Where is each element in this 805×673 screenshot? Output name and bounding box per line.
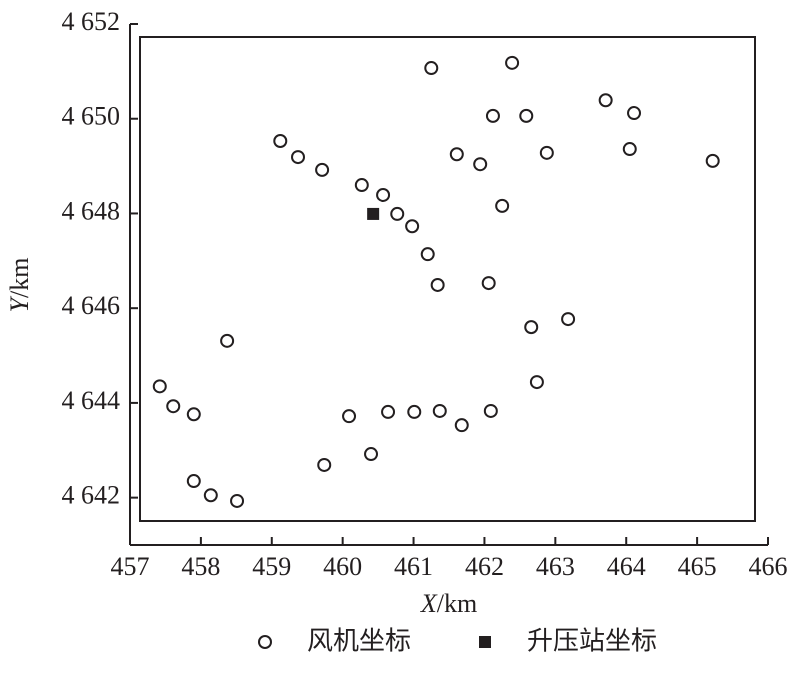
y-tick-label: 4 644 <box>62 386 121 415</box>
point <box>230 493 245 508</box>
y-tick-label: 4 650 <box>62 102 121 131</box>
y-tick-label: 4 652 <box>62 7 121 36</box>
point <box>430 277 445 292</box>
x-axis-label-var: X <box>420 589 438 618</box>
y-tick-label: 4 642 <box>62 481 121 510</box>
y-tick-label: 4 646 <box>62 291 121 320</box>
legend-marker <box>479 636 491 648</box>
point <box>449 147 464 162</box>
point <box>405 219 420 234</box>
point <box>561 312 576 327</box>
point <box>166 399 181 414</box>
x-tick-label: 464 <box>607 552 646 581</box>
legend-label: 风机坐标 <box>307 627 411 657</box>
point <box>220 333 235 348</box>
point <box>152 379 167 394</box>
x-tick-label: 463 <box>536 552 575 581</box>
y-tick-label: 4 648 <box>62 196 121 225</box>
point <box>454 418 469 433</box>
point <box>505 55 520 70</box>
point <box>481 276 496 291</box>
point <box>367 207 380 220</box>
point <box>519 108 534 123</box>
point <box>483 403 498 418</box>
point <box>539 145 554 160</box>
x-tick-label: 462 <box>465 552 504 581</box>
point <box>622 142 637 157</box>
point <box>390 206 405 221</box>
point <box>273 133 288 148</box>
point <box>627 106 642 121</box>
y-axis-label-var: Y <box>5 295 34 312</box>
point <box>291 150 306 165</box>
x-tick-label: 461 <box>394 552 433 581</box>
x-axis-label: X/km <box>420 589 477 618</box>
point <box>424 61 439 76</box>
point <box>524 320 539 335</box>
legend-marker <box>258 635 272 649</box>
point <box>598 93 613 108</box>
x-tick-label: 460 <box>323 552 362 581</box>
x-tick-label: 457 <box>111 552 150 581</box>
legend-label: 升压站坐标 <box>527 627 657 657</box>
x-tick-label: 466 <box>749 552 788 581</box>
point <box>381 404 396 419</box>
y-axis-label: Y/km <box>5 258 34 313</box>
point <box>342 409 357 424</box>
point <box>495 198 510 213</box>
x-axis-label-unit: /km <box>437 589 477 618</box>
point <box>186 407 201 422</box>
point <box>420 247 435 262</box>
point <box>186 474 201 489</box>
point <box>376 187 391 202</box>
point <box>354 178 369 193</box>
point <box>407 404 422 419</box>
point <box>432 403 447 418</box>
point <box>485 108 500 123</box>
point <box>364 447 379 462</box>
x-tick-label: 458 <box>181 552 220 581</box>
point <box>203 488 218 503</box>
x-tick-label: 459 <box>252 552 291 581</box>
point <box>473 157 488 172</box>
point <box>529 375 544 390</box>
y-axis-label-unit: /km <box>5 258 34 298</box>
x-tick-label: 465 <box>678 552 717 581</box>
point <box>705 153 720 168</box>
point <box>315 162 330 177</box>
plot-frame <box>139 36 756 522</box>
point <box>317 457 332 472</box>
